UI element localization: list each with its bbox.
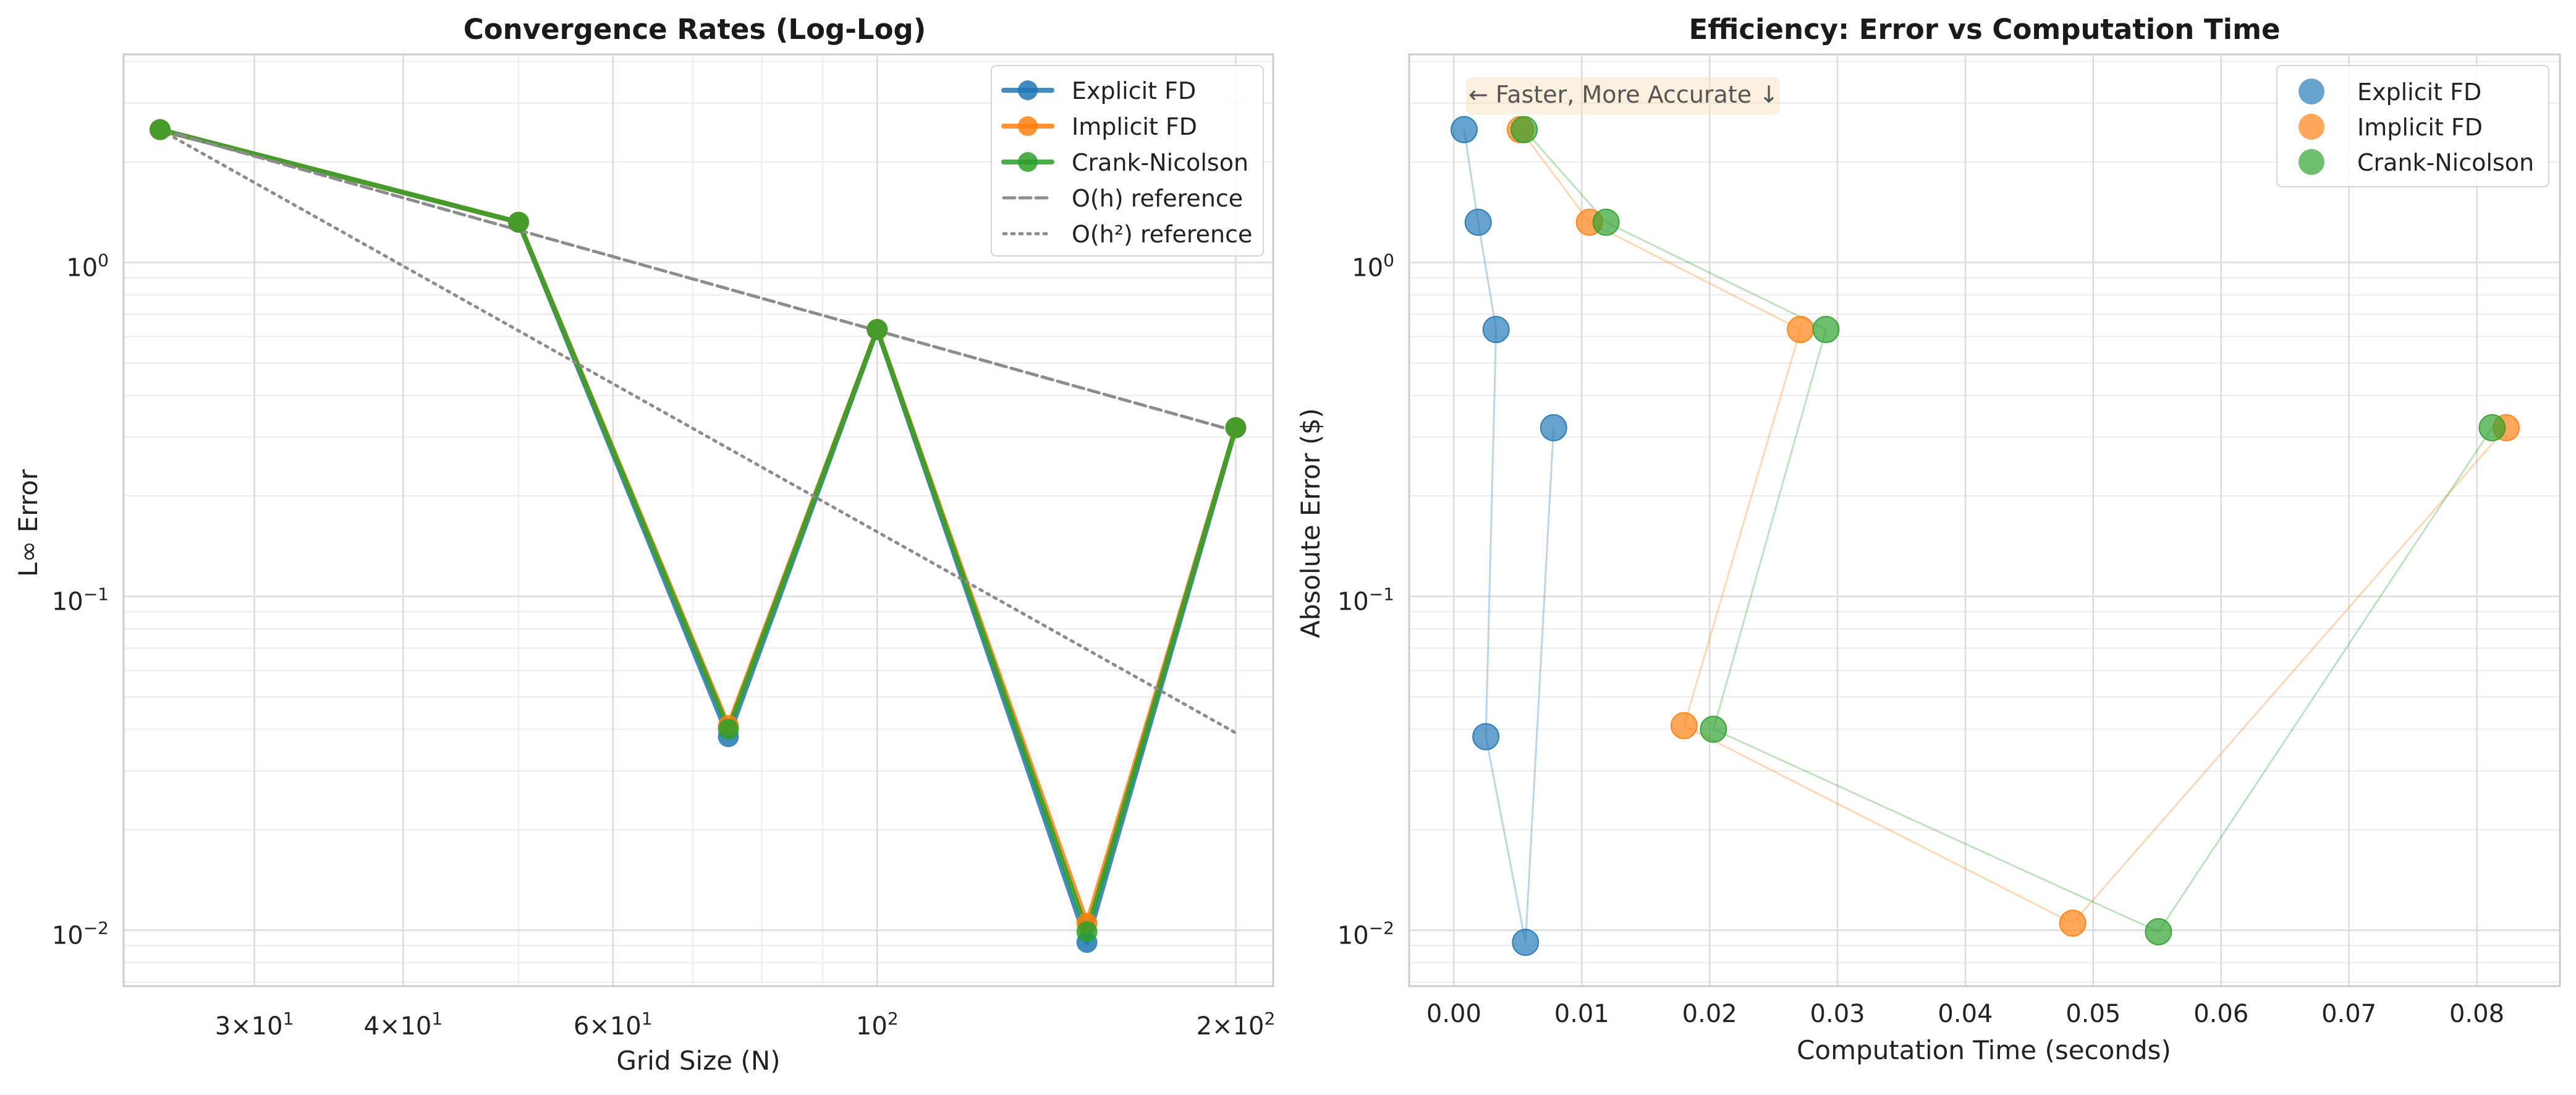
x-tick-label: 2×102 xyxy=(1197,1008,1276,1041)
data-point xyxy=(2059,910,2087,937)
x-tick-label: 102 xyxy=(856,1008,899,1041)
legend-box xyxy=(991,65,1264,257)
x-tick-label: 0.02 xyxy=(1682,1000,1737,1028)
y-tick-label: 10−1 xyxy=(1337,584,1394,616)
y-tick-label: 100 xyxy=(66,250,109,283)
x-axis-label: Computation Time (seconds) xyxy=(1797,1035,2171,1065)
annotation-text: ← Faster, More Accurate ↓ xyxy=(1468,81,1779,108)
data-point xyxy=(1700,715,1727,743)
x-axis-label: Grid Size (N) xyxy=(616,1046,780,1076)
y-tick-label: 100 xyxy=(1352,250,1394,283)
legend-box xyxy=(2276,65,2549,187)
connector-line xyxy=(1523,129,2493,933)
connector-line xyxy=(1519,129,2507,924)
data-point xyxy=(1225,417,1247,438)
legend-label: Explicit FD xyxy=(1072,77,1196,104)
legend-marker xyxy=(1018,152,1038,172)
legend-label: Crank-Nicolson xyxy=(2357,149,2534,176)
data-point xyxy=(1464,208,1492,236)
x-tick-label: 0.00 xyxy=(1426,1000,1481,1028)
legend-marker xyxy=(1018,80,1038,100)
x-tick-label: 0.01 xyxy=(1554,1000,1609,1028)
chart-title: Convergence Rates (Log-Log) xyxy=(464,13,926,46)
connector-line xyxy=(1463,129,1555,943)
data-point xyxy=(149,119,171,140)
y-tick-label: 10−2 xyxy=(1337,918,1394,950)
legend-label: O(h²) reference xyxy=(1072,221,1252,248)
legend-label: Crank-Nicolson xyxy=(1072,149,1248,176)
data-point xyxy=(1472,723,1500,751)
x-tick-label: 0.08 xyxy=(2449,1000,2504,1028)
convergence-chart: Convergence Rates (Log-Log) 100 10−1 10−2 3… xyxy=(13,13,1275,1076)
axes-frame xyxy=(122,53,1274,987)
data-point xyxy=(2478,414,2506,441)
legend-label: Implicit FD xyxy=(2357,114,2483,141)
data-point xyxy=(1787,315,1815,343)
y-axis-label: Absolute Error ($) xyxy=(1295,408,1326,638)
data-point xyxy=(1670,712,1698,739)
legend-label: Implicit FD xyxy=(1072,113,1197,140)
series-line-crank-nicolson xyxy=(157,127,1239,934)
legend-marker xyxy=(2298,79,2324,104)
series-line-o-h-reference xyxy=(158,128,1237,433)
x-tick-label: 0.07 xyxy=(2321,1000,2376,1028)
legend-marker xyxy=(1018,116,1038,136)
data-point xyxy=(866,318,888,340)
legend: Explicit FD Implicit FD Crank-Nicolson O(h)… xyxy=(991,65,1264,257)
data-point xyxy=(2145,918,2172,945)
axes-frame xyxy=(1408,53,2561,987)
data-point xyxy=(1076,921,1098,942)
legend-label: Explicit FD xyxy=(2357,79,2481,106)
x-tick-label: 3×101 xyxy=(215,1008,294,1041)
x-tick-label: 0.04 xyxy=(1938,1000,1993,1028)
data-point xyxy=(1450,116,1478,143)
legend-marker xyxy=(2298,114,2324,140)
data-point xyxy=(1510,116,1538,143)
data-point xyxy=(1812,315,1840,343)
data-point xyxy=(1512,929,1540,957)
data-point xyxy=(1482,315,1510,343)
efficiency-chart: Efficiency: Error vs Computation Time 10… xyxy=(1295,13,2561,1065)
data-point xyxy=(1592,208,1620,236)
x-tick-label: 6×101 xyxy=(574,1008,653,1041)
series-line-o-h-reference xyxy=(158,128,1237,735)
y-tick-label: 10−1 xyxy=(52,584,109,616)
chart-title: Efficiency: Error vs Computation Time xyxy=(1689,13,2281,46)
legend: Explicit FD Implicit FD Crank-Nicolson xyxy=(2276,65,2549,187)
data-point xyxy=(1540,414,1567,441)
x-tick-label: 0.06 xyxy=(2193,1000,2248,1028)
data-point xyxy=(718,718,739,740)
x-tick-label: 0.03 xyxy=(1810,1000,1865,1028)
y-axis-label: L∞ Error xyxy=(13,469,43,577)
y-tick-label: 10−2 xyxy=(52,918,109,950)
x-tick-label: 4×101 xyxy=(363,1008,443,1041)
data-point xyxy=(508,211,530,233)
x-tick-label: 0.05 xyxy=(2065,1000,2121,1028)
annotation-box: ← Faster, More Accurate ↓ xyxy=(1466,77,1780,114)
legend-marker xyxy=(2298,149,2324,175)
legend-label: O(h) reference xyxy=(1072,185,1243,212)
